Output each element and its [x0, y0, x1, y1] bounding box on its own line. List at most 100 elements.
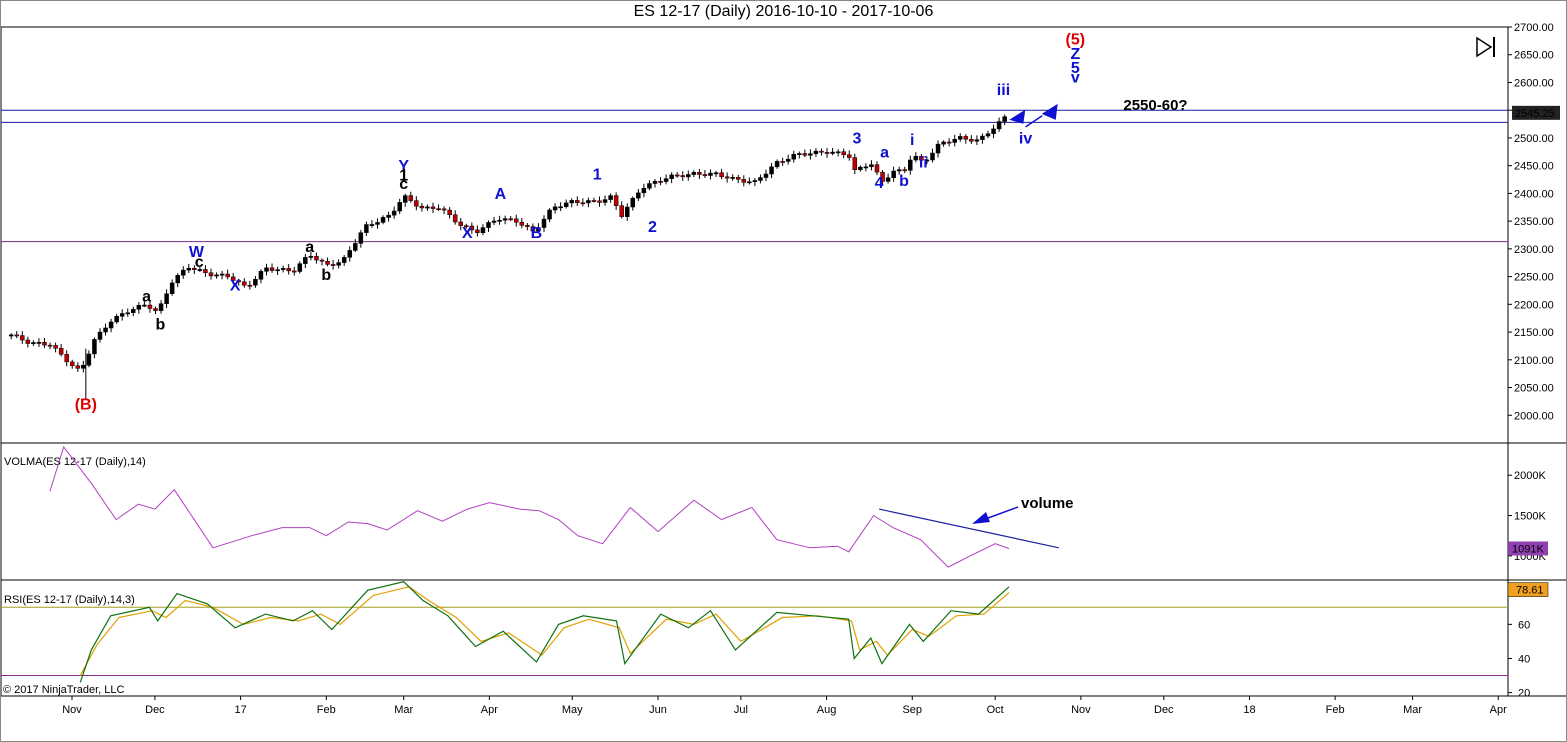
candles-group	[8, 114, 1007, 400]
candle-body	[991, 128, 996, 135]
candle-body	[14, 334, 19, 337]
last-price-label: 2545.25	[1515, 108, 1555, 120]
candle-body	[558, 206, 563, 209]
volume-annotation: volume	[1021, 495, 1074, 512]
y-tick-label: 2150.00	[1514, 327, 1554, 339]
candle-body	[353, 243, 358, 251]
candle-body	[502, 218, 508, 221]
y-tick-label: 2700.00	[1514, 22, 1554, 34]
candle-body	[208, 272, 214, 277]
candle-body	[891, 170, 896, 178]
wave-label: a	[305, 239, 314, 256]
candle-body	[303, 257, 308, 264]
candle-body	[530, 226, 536, 232]
candle-body	[97, 331, 103, 340]
x-tick-label: Jun	[649, 704, 667, 716]
candle-body	[996, 121, 1002, 130]
candle-body	[103, 327, 108, 333]
candle-body	[425, 206, 430, 209]
candle-body	[580, 202, 586, 205]
candle-body	[20, 335, 25, 341]
x-tick-label: Apr	[481, 704, 498, 716]
candle-body	[314, 256, 319, 261]
candle-body	[713, 172, 719, 175]
y-tick-label: 20	[1518, 688, 1530, 700]
candle-body	[785, 158, 791, 162]
wave-label: v	[1071, 69, 1080, 86]
y-tick-label: 2000K	[1514, 470, 1546, 482]
wave-label: ii	[919, 154, 928, 171]
candle-body	[325, 261, 330, 265]
projection-arrows	[1009, 103, 1058, 128]
candle-body	[153, 308, 158, 311]
wave-label: 1	[399, 168, 408, 185]
candle-body	[192, 268, 197, 270]
candle-body	[414, 200, 419, 207]
candle-body	[863, 166, 869, 169]
candle-body	[180, 269, 186, 276]
wave-label: a	[142, 289, 151, 306]
candle-body	[652, 181, 658, 184]
rsi-last-tag	[1507, 582, 1549, 597]
candle-body	[647, 183, 652, 189]
candle-body	[963, 136, 969, 140]
candle-body	[724, 176, 730, 179]
candle-body	[541, 218, 547, 228]
candle-body	[69, 361, 75, 367]
wave-label: iii	[997, 82, 1010, 99]
candle-body	[663, 178, 669, 182]
wave-label: 2550-60?	[1123, 97, 1187, 114]
candle-body	[53, 345, 58, 349]
y-tick-label: 2600.00	[1514, 77, 1554, 89]
volume-last-tag	[1508, 541, 1548, 556]
candle-body	[341, 257, 347, 263]
candle-body	[930, 152, 935, 161]
candle-body	[902, 169, 907, 172]
candle-body	[275, 269, 280, 272]
candle-body	[813, 150, 819, 154]
candle-body	[869, 164, 874, 168]
candle-body	[358, 232, 364, 244]
y-tick-label: 2200.00	[1514, 299, 1554, 311]
candle-body	[969, 139, 974, 142]
candle-body	[691, 172, 697, 175]
candle-body	[147, 304, 153, 309]
rsi-panel-label: RSI(ES 12-17 (Daily),14,3)	[4, 594, 135, 606]
wave-label: c	[399, 176, 408, 193]
wave-label: c	[195, 254, 204, 271]
x-tick-label: Dec	[1154, 704, 1174, 716]
candle-body	[686, 174, 691, 178]
candle-body	[885, 177, 891, 182]
candle-body	[225, 273, 230, 278]
candle-body	[391, 210, 397, 216]
wave-label: (B)	[75, 397, 97, 414]
candle-body	[830, 151, 835, 154]
candle-body	[158, 303, 164, 311]
candle-body	[935, 143, 941, 154]
candle-body	[525, 225, 530, 227]
candle-body	[563, 202, 569, 207]
candle-body	[452, 214, 458, 223]
wave-label: b	[156, 316, 166, 333]
candle-body	[946, 141, 952, 144]
x-tick-label: May	[562, 704, 583, 716]
candle-body	[619, 205, 624, 217]
wave-label: X	[462, 225, 473, 242]
candle-body	[64, 354, 69, 363]
x-tick-label: 18	[1243, 704, 1255, 716]
wave-label: Z	[1070, 46, 1080, 63]
candle-body	[613, 195, 619, 206]
x-tick-label: Jul	[734, 704, 748, 716]
candle-body	[408, 195, 414, 201]
candle-body	[308, 256, 314, 258]
candle-body	[835, 151, 841, 154]
candle-body	[419, 205, 425, 209]
candle-body	[913, 156, 919, 161]
x-tick-label: Sep	[902, 704, 922, 716]
candle-body	[752, 180, 758, 182]
wave-label: b	[321, 267, 331, 284]
y-tick-label: 40	[1518, 653, 1530, 665]
x-tick-label: Mar	[1403, 704, 1422, 716]
candle-body	[808, 153, 813, 156]
